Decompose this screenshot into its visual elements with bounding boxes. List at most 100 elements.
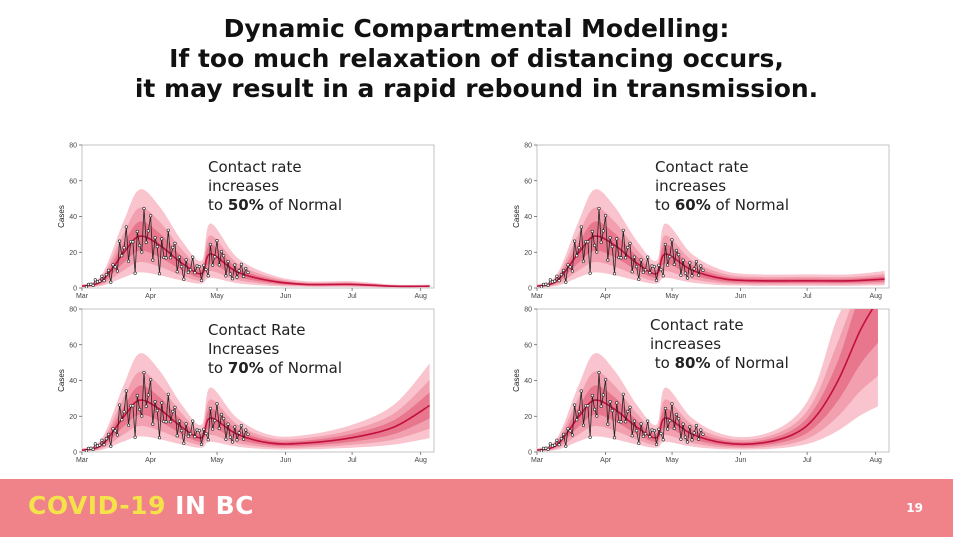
observed-point — [559, 437, 564, 441]
observed-point — [548, 278, 552, 282]
annotation-prefix: to — [208, 196, 228, 214]
chart-70-percent: 0 20 40 60 80 Mar Apr May Jun Jul Aug Cases — [57, 307, 435, 464]
observed-point — [122, 410, 126, 414]
observed-point — [98, 443, 102, 447]
x-tick-label: Apr — [600, 293, 612, 300]
observed-point — [208, 242, 212, 247]
observed-point — [148, 378, 153, 382]
observed-point — [193, 435, 197, 439]
observed-point — [233, 263, 237, 267]
observed-point — [590, 229, 594, 234]
annotation-suffix: of Normal — [710, 196, 790, 214]
y-tick-label: 80 — [69, 307, 77, 314]
y-tick-label: 0 — [528, 450, 532, 457]
y-tick-label: 0 — [73, 286, 77, 293]
observed-point — [641, 270, 645, 274]
observed-point — [102, 279, 106, 283]
observed-point — [104, 437, 109, 441]
observed-point — [124, 225, 128, 229]
observed-point — [222, 254, 226, 258]
observed-point — [133, 271, 137, 275]
observed-point — [661, 274, 665, 278]
observed-point — [93, 442, 97, 446]
x-tick-label: Aug — [869, 293, 882, 300]
observed-point — [595, 250, 599, 254]
observed-point — [242, 274, 246, 279]
observed-point — [179, 265, 184, 269]
observed-point — [579, 225, 583, 229]
observed-point — [701, 432, 705, 436]
observed-point — [659, 431, 663, 436]
observed-point — [239, 262, 243, 266]
observed-point — [177, 419, 181, 423]
observed-point — [588, 435, 592, 439]
observed-point — [648, 435, 652, 439]
observed-point — [126, 259, 131, 263]
observed-point — [666, 263, 670, 267]
observed-point — [226, 259, 230, 264]
annotation-suffix: of Normal — [263, 196, 343, 214]
x-tick-label: Apr — [600, 457, 612, 464]
observed-point — [597, 370, 601, 375]
observed-point — [115, 269, 120, 273]
observed-point — [188, 268, 193, 272]
observed-point — [553, 443, 557, 447]
x-tick-label: Mar — [531, 293, 544, 300]
x-tick-label: Aug — [869, 457, 882, 464]
x-tick-label: Apr — [145, 293, 157, 300]
observed-point — [106, 432, 111, 436]
y-tick-label: 20 — [524, 414, 532, 421]
observed-point — [246, 270, 250, 274]
observed-point — [592, 243, 597, 247]
observed-point — [663, 406, 667, 411]
x-tick-label: Jun — [280, 293, 291, 300]
observed-point — [557, 279, 561, 283]
observed-point — [155, 244, 159, 249]
chart-50-percent: 0 20 40 60 80 Mar Apr May Jun Jul Aug Cases — [57, 143, 435, 300]
observed-point — [572, 239, 577, 243]
observed-point — [157, 272, 162, 276]
annotation-prefix: to — [655, 196, 675, 214]
observed-point — [615, 237, 619, 241]
title-line: it may result in a rapid rebound in tran… — [134, 74, 819, 103]
y-axis-label: Cases — [57, 205, 66, 228]
x-tick-label: Apr — [145, 457, 157, 464]
footer-bar: COVID-19 IN BC 19 — [0, 479, 953, 537]
observed-point — [657, 263, 661, 267]
observed-point — [215, 402, 219, 406]
observed-point — [184, 422, 188, 426]
observed-point — [157, 436, 162, 440]
observed-point — [197, 429, 201, 433]
annotation-percent: 70% — [227, 359, 264, 377]
observed-point — [699, 428, 703, 432]
x-tick-label: May — [210, 293, 224, 300]
y-tick-label: 60 — [69, 342, 77, 349]
observed-point — [142, 206, 146, 211]
observed-point — [603, 214, 608, 218]
observed-point — [672, 426, 676, 430]
observed-point — [634, 265, 639, 269]
observed-point — [230, 277, 235, 281]
observed-point — [661, 438, 665, 442]
x-tick-label: May — [210, 457, 224, 464]
observed-point — [213, 418, 217, 423]
observed-point — [237, 269, 241, 273]
observed-point — [606, 258, 610, 262]
observed-point — [610, 244, 614, 249]
observed-point — [559, 273, 564, 277]
observed-point — [657, 427, 661, 431]
observed-point — [670, 238, 674, 242]
observed-point — [610, 408, 614, 413]
brand-logo: COVID-19 IN BC — [28, 491, 254, 520]
observed-point — [197, 265, 201, 269]
y-tick-label: 40 — [524, 378, 532, 385]
observed-point — [699, 264, 703, 268]
y-axis-label: Cases — [512, 205, 521, 228]
observed-point — [244, 266, 248, 271]
observed-point — [117, 403, 122, 407]
y-tick-label: 40 — [524, 214, 532, 221]
y-tick-label: 40 — [69, 214, 77, 221]
observed-point — [237, 431, 241, 435]
y-tick-label: 60 — [524, 342, 532, 349]
observed-point — [685, 440, 690, 444]
